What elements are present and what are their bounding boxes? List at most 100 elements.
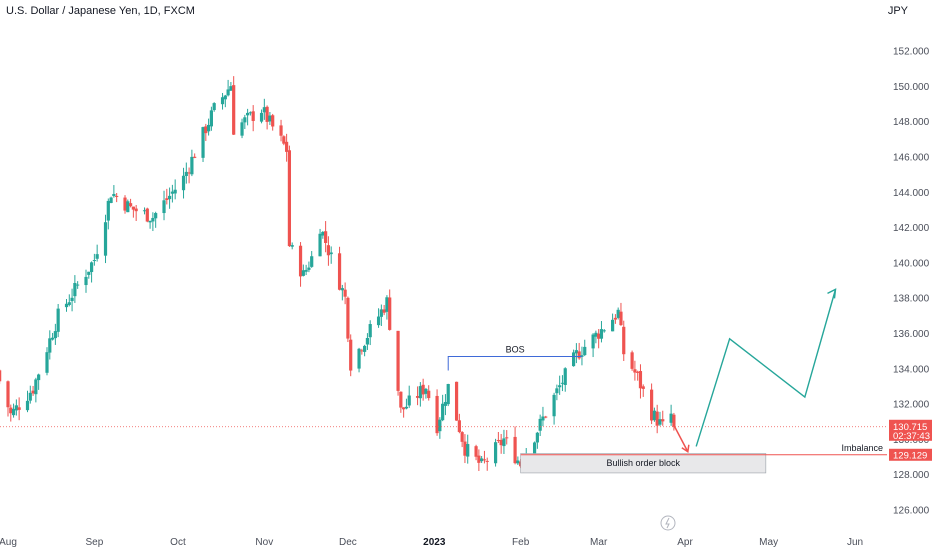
candle-body: [477, 455, 481, 463]
candle: [594, 330, 598, 344]
candle: [544, 415, 548, 419]
candle-body: [580, 355, 584, 357]
candle: [14, 399, 18, 416]
candle: [123, 195, 127, 214]
candle-body: [279, 125, 283, 136]
candle: [346, 296, 350, 343]
x-tick-label: 2023: [423, 537, 446, 548]
candle-body: [0, 370, 2, 382]
candle: [53, 323, 57, 345]
candle: [555, 384, 559, 401]
candle: [162, 190, 166, 221]
candle: [365, 333, 370, 350]
candle-body: [70, 297, 74, 302]
candle-body: [181, 175, 186, 191]
candle-body: [307, 267, 311, 270]
candle-body: [379, 309, 383, 317]
x-tick-label: Oct: [170, 537, 186, 548]
candle-body: [485, 460, 489, 462]
x-tick-label: Nov: [255, 537, 273, 548]
candle-body: [630, 352, 634, 369]
y-tick-label: 148.000: [893, 117, 930, 128]
candle: [173, 179, 177, 200]
candle: [574, 343, 578, 364]
candle: [349, 334, 353, 377]
candle: [112, 185, 116, 198]
candle: [282, 135, 286, 146]
candle: [262, 98, 266, 120]
candle-body: [571, 352, 576, 367]
candle: [619, 302, 623, 326]
x-tick-label: Dec: [339, 537, 357, 548]
candle: [31, 385, 35, 396]
candle: [326, 236, 331, 266]
candle-body: [466, 444, 470, 457]
candle-body: [282, 136, 286, 144]
candle: [650, 383, 654, 425]
candle-body: [56, 308, 60, 332]
candle-body: [14, 405, 18, 411]
candle-body: [259, 112, 264, 122]
candle: [226, 79, 230, 97]
x-tick-label: Feb: [512, 537, 530, 548]
imbalance-price-label: 129.129: [893, 450, 927, 461]
bullish-arrowhead: [827, 288, 837, 299]
candle-body: [591, 334, 595, 349]
candle-body: [187, 172, 191, 174]
candle: [25, 390, 30, 413]
candle-body: [513, 436, 517, 464]
candle: [343, 282, 347, 305]
candle: [421, 378, 425, 401]
tradingview-logo-icon[interactable]: [660, 515, 676, 531]
candle: [407, 385, 411, 408]
candle: [363, 344, 367, 357]
candle: [268, 112, 272, 125]
candle-body: [204, 126, 208, 134]
candle-body: [109, 197, 113, 203]
candle: [154, 211, 158, 228]
candle: [148, 220, 152, 229]
candle: [611, 313, 615, 332]
candle: [480, 456, 484, 463]
candle: [376, 308, 381, 328]
candle: [404, 398, 409, 410]
candle: [324, 221, 328, 253]
candle-body: [385, 297, 389, 312]
x-tick-label: Jun: [847, 537, 863, 548]
x-tick-label: Sep: [85, 537, 103, 548]
candle: [134, 205, 138, 222]
candle-body: [112, 193, 116, 197]
candle-body: [318, 233, 322, 257]
candle-body: [368, 324, 372, 338]
candle-body: [9, 407, 13, 414]
candle: [11, 403, 16, 418]
y-axis: 126.000128.000130.000132.000134.000136.0…: [893, 47, 930, 517]
candle: [285, 133, 289, 162]
candle-body: [563, 368, 567, 385]
candle-body: [190, 156, 194, 175]
candle-body: [577, 351, 581, 359]
bos-line: [447, 355, 582, 371]
candle-body: [343, 289, 347, 297]
candle-body: [167, 195, 172, 200]
candle: [329, 246, 333, 264]
candle-body: [652, 410, 656, 421]
candle: [142, 207, 147, 215]
candle-body: [34, 379, 38, 395]
candle-body: [480, 458, 484, 462]
y-tick-label: 132.000: [893, 400, 930, 411]
candle-body: [64, 303, 69, 308]
candle-body: [558, 385, 562, 388]
y-tick-label: 140.000: [893, 258, 930, 269]
candle-body: [243, 117, 247, 123]
candle: [45, 347, 49, 376]
candle-body: [67, 302, 71, 305]
candle: [318, 228, 322, 257]
candle-body: [382, 309, 386, 313]
candle-body: [650, 389, 654, 421]
candle: [388, 289, 392, 331]
y-tick-label: 150.000: [893, 82, 930, 93]
x-tick-label: Aug: [0, 537, 17, 548]
candle-body: [594, 332, 598, 337]
